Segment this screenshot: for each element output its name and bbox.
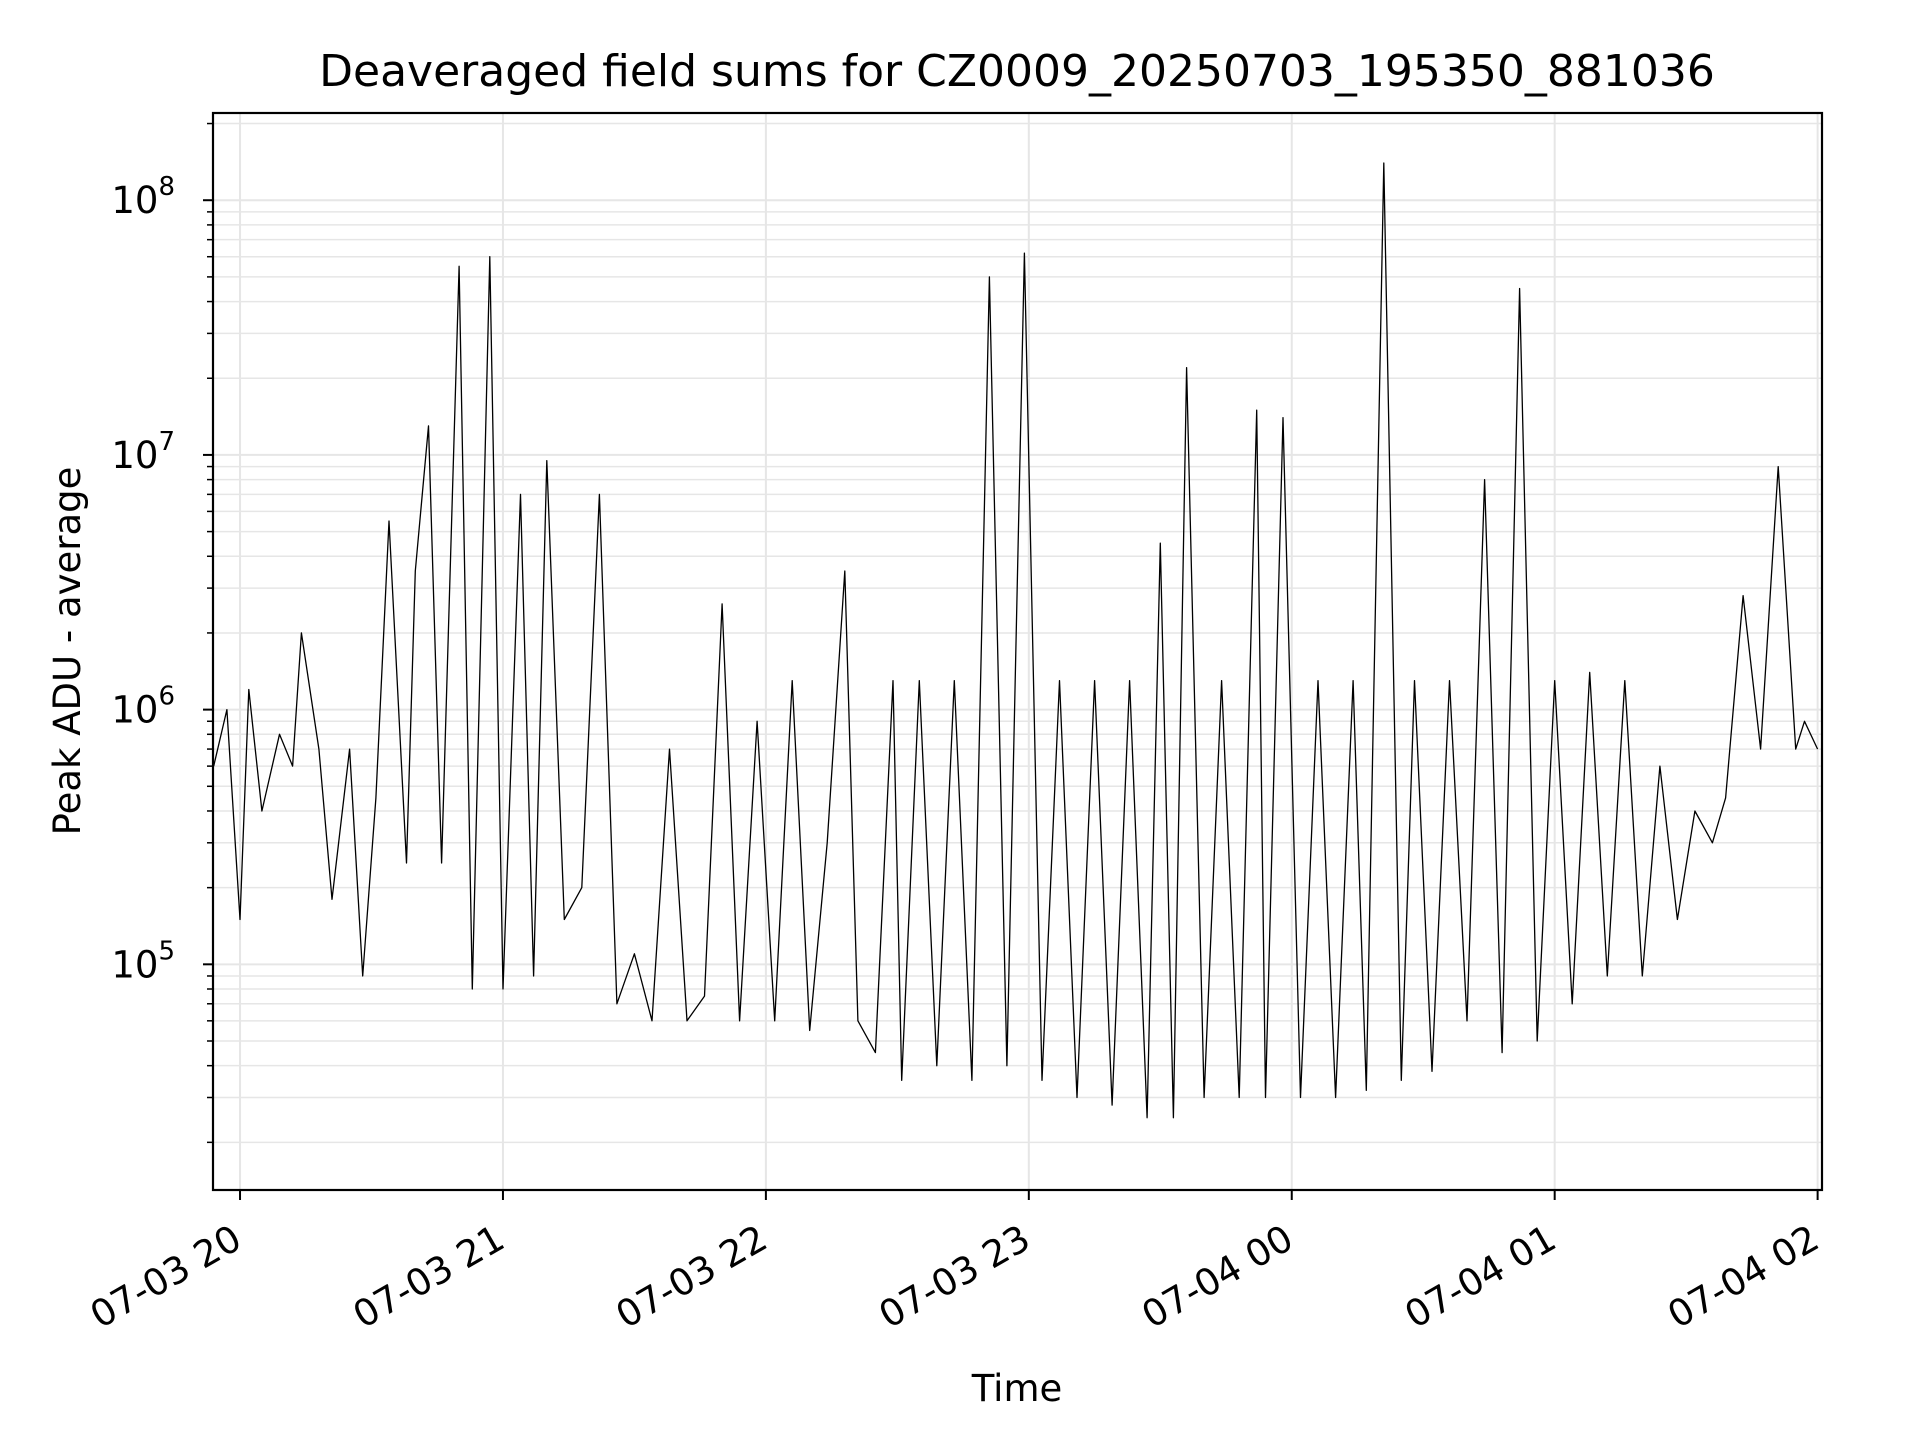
minor-grid xyxy=(213,122,1822,1144)
x-axis-label: Time xyxy=(971,1367,1063,1410)
y-tick-label: 105 xyxy=(111,936,175,986)
y-tick-label: 107 xyxy=(111,427,175,477)
y-axis: 105 106 107 108 xyxy=(111,122,213,1144)
y-tick-label: 106 xyxy=(111,682,175,732)
y-tick-label: 108 xyxy=(111,172,175,222)
y-axis-label: Peak ADU - average xyxy=(46,467,89,836)
series-line xyxy=(213,162,1819,1119)
plot-area-background xyxy=(213,113,1822,1190)
plot-frame xyxy=(211,111,1824,1192)
chart-title: Deaveraged field sums for CZ0009_2025070… xyxy=(319,46,1715,97)
